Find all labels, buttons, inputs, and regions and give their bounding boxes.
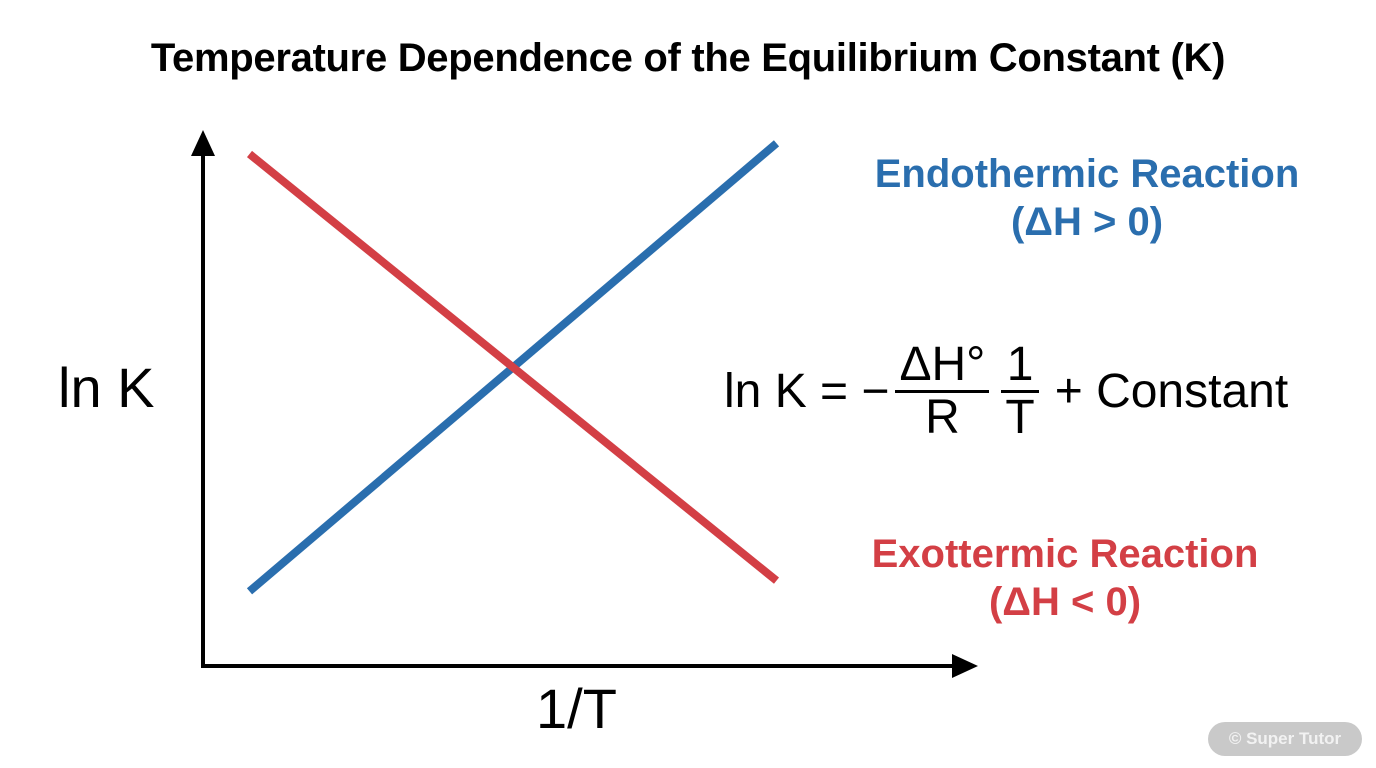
- enthalpy-denominator: R: [925, 390, 960, 444]
- equation-lhs: ln K = −: [724, 364, 890, 418]
- equation-rhs: + Constant: [1054, 364, 1289, 418]
- y-axis-arrow: [191, 130, 215, 156]
- fraction-bar: [895, 389, 990, 393]
- exothermic-line: [246, 150, 780, 584]
- exothermic-label: Exottermic Reaction (ΔH < 0): [850, 530, 1280, 626]
- enthalpy-fraction: ΔH° R: [895, 337, 990, 444]
- series-layer: [246, 140, 780, 595]
- chart-title: Temperature Dependence of the Equilibriu…: [150, 36, 1226, 80]
- x-axis-label: 1/T: [536, 677, 617, 740]
- exothermic-name: Exottermic Reaction: [871, 532, 1259, 576]
- vant-hoff-equation: ln K = − ΔH° R 1 T + Constant: [724, 337, 1288, 445]
- endothermic-condition: (ΔH > 0): [1010, 200, 1164, 244]
- inverse-numerator: 1: [1006, 337, 1034, 391]
- x-axis-arrow: [952, 654, 978, 678]
- endothermic-name: Endothermic Reaction: [874, 152, 1300, 196]
- exothermic-condition: (ΔH < 0): [988, 580, 1142, 624]
- endothermic-label: Endothermic Reaction (ΔH > 0): [862, 150, 1312, 246]
- inverse-denominator: T: [1005, 390, 1035, 444]
- watermark-badge: © Super Tutor: [1208, 722, 1362, 756]
- fraction-bar: [1001, 389, 1039, 393]
- y-axis-label: ln K: [58, 356, 155, 419]
- enthalpy-numerator: ΔH°: [899, 337, 986, 391]
- inverse-temperature-fraction: 1 T: [1001, 337, 1039, 444]
